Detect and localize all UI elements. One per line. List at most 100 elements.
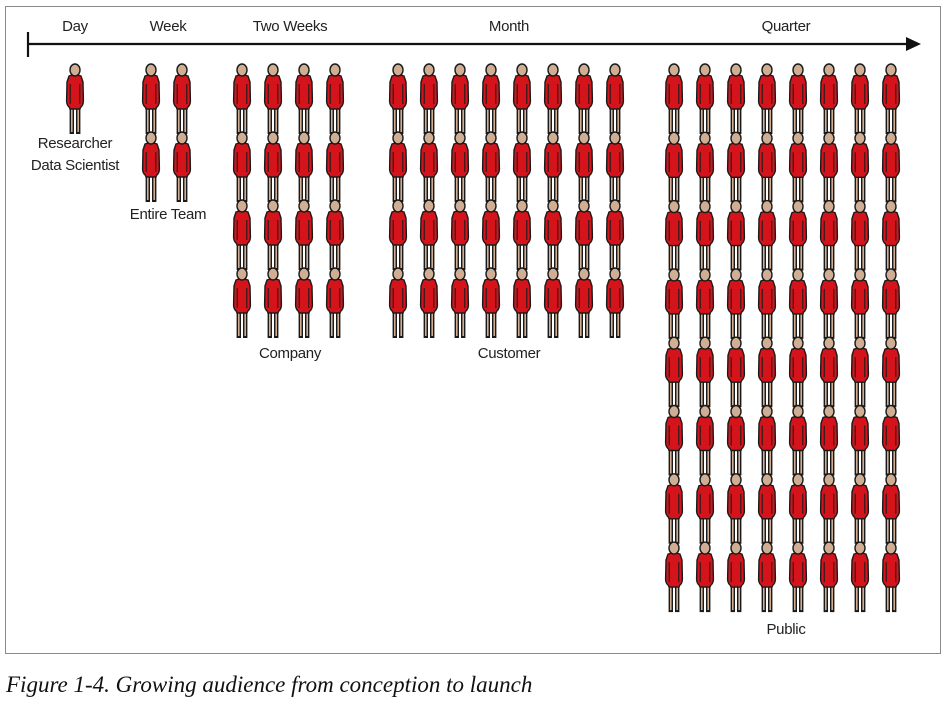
person-icon (65, 63, 85, 135)
person-icon (574, 267, 594, 339)
person-icon (481, 63, 501, 135)
person-icon (263, 131, 283, 203)
person-icon (850, 473, 870, 545)
person-icon (481, 199, 501, 271)
person-icon (757, 199, 777, 272)
person-icon (850, 131, 870, 204)
group-label-entire-team: Entire Team (130, 206, 206, 223)
person-icon (294, 63, 314, 135)
timeline-label-two-weeks: Two Weeks (253, 18, 328, 35)
person-icon (695, 336, 715, 408)
group-label-company: Company (259, 345, 322, 362)
person-icon (325, 267, 345, 339)
person-icon (664, 63, 684, 135)
person-icon (726, 268, 746, 340)
person-icon (757, 404, 777, 477)
person-icon (757, 541, 777, 613)
person-icon (664, 404, 684, 477)
group-label-data-scientist: Data Scientist (31, 157, 120, 174)
person-icon (726, 199, 746, 272)
person-icon (664, 473, 684, 545)
person-icon (788, 541, 808, 613)
person-icon (788, 473, 808, 545)
person-icon (850, 63, 870, 135)
audience-diagram: Day Week Two Weeks Month Quarter Researc… (26, 18, 921, 638)
person-icon (664, 336, 684, 408)
person-icon (605, 267, 625, 339)
person-icon (726, 131, 746, 204)
person-icon (819, 131, 839, 204)
person-icon (574, 63, 594, 135)
person-icon (512, 63, 532, 135)
group-label-customer: Customer (478, 345, 541, 362)
person-icon (726, 473, 746, 545)
person-icon (819, 268, 839, 340)
person-icon (788, 131, 808, 204)
person-icon (726, 63, 746, 135)
person-icon (881, 131, 901, 204)
person-icon (757, 131, 777, 204)
person-icon (388, 63, 408, 135)
person-icon (850, 199, 870, 272)
person-icon (881, 473, 901, 545)
person-icon (788, 199, 808, 272)
person-icon (664, 268, 684, 340)
person-icon (695, 268, 715, 340)
person-icon (850, 268, 870, 340)
person-icon (481, 267, 501, 339)
person-icon (605, 131, 625, 203)
group-label-public: Public (766, 621, 806, 638)
person-icon (605, 63, 625, 135)
person-icon (695, 541, 715, 613)
person-icon (726, 336, 746, 408)
diagram-frame: Day Week Two Weeks Month Quarter Researc… (5, 6, 941, 654)
person-icon (664, 199, 684, 272)
timeline-label-month: Month (489, 18, 529, 35)
person-icon (172, 63, 192, 135)
person-icon (819, 63, 839, 135)
person-icon (172, 131, 192, 203)
person-icon (850, 336, 870, 408)
person-icon (726, 541, 746, 613)
person-icon (664, 541, 684, 613)
person-icon (263, 199, 283, 271)
person-icon (881, 404, 901, 477)
person-icon (512, 267, 532, 339)
person-icon (695, 63, 715, 135)
person-icon (574, 199, 594, 271)
person-icon (757, 336, 777, 408)
timeline-label-week: Week (150, 18, 188, 35)
person-icon (481, 131, 501, 203)
person-icon (232, 199, 252, 271)
person-icon (543, 131, 563, 203)
person-icon (664, 131, 684, 204)
person-icon (695, 404, 715, 477)
person-icon (757, 268, 777, 340)
person-icon (819, 404, 839, 477)
person-icon (325, 199, 345, 271)
person-icon (263, 267, 283, 339)
person-icon (726, 404, 746, 477)
person-icon (450, 199, 470, 271)
group-label-researcher: Researcher (38, 135, 113, 152)
person-icon (788, 63, 808, 135)
person-icon (388, 131, 408, 203)
person-icon (232, 131, 252, 203)
person-icon (294, 199, 314, 271)
person-icon (881, 199, 901, 272)
person-icon (450, 131, 470, 203)
person-icon (574, 131, 594, 203)
person-icon (881, 336, 901, 408)
person-icon (605, 199, 625, 271)
figure-caption: Figure 1-4. Growing audience from concep… (6, 672, 533, 697)
person-icon (695, 199, 715, 272)
person-icon (388, 199, 408, 271)
person-icon (325, 63, 345, 135)
timeline-label-day: Day (62, 18, 89, 35)
person-icon (695, 131, 715, 204)
person-icon (819, 541, 839, 613)
timeline-arrowhead (906, 37, 921, 51)
person-icon (819, 336, 839, 408)
person-icon (419, 199, 439, 271)
person-icon (294, 131, 314, 203)
